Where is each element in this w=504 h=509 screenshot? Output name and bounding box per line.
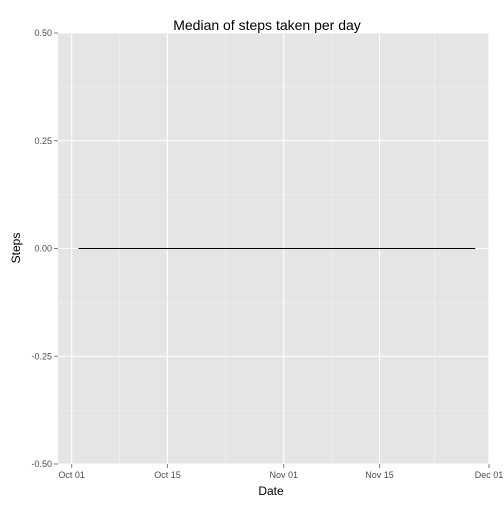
y-tick-label: 0.50 bbox=[34, 28, 52, 38]
y-tick-label: -0.25 bbox=[31, 351, 52, 361]
x-axis-title: Date bbox=[258, 484, 284, 498]
y-tick-label: -0.50 bbox=[31, 459, 52, 469]
x-axis: Oct 01 Oct 15 Nov 01 Nov 15 Dec 01 bbox=[58, 464, 503, 480]
x-tick-label: Dec 01 bbox=[475, 470, 504, 480]
y-tick-label: 0.00 bbox=[34, 244, 52, 254]
chart-title: Median of steps taken per day bbox=[173, 17, 361, 33]
x-tick-label: Nov 01 bbox=[269, 470, 298, 480]
x-tick-label: Nov 15 bbox=[365, 470, 394, 480]
y-tick-label: 0.25 bbox=[34, 136, 52, 146]
x-tick-label: Oct 15 bbox=[154, 470, 181, 480]
x-tick-label: Oct 01 bbox=[58, 470, 85, 480]
y-axis: 0.50 0.25 0.00 -0.25 -0.50 bbox=[31, 28, 58, 469]
y-axis-title: Steps bbox=[9, 233, 23, 264]
